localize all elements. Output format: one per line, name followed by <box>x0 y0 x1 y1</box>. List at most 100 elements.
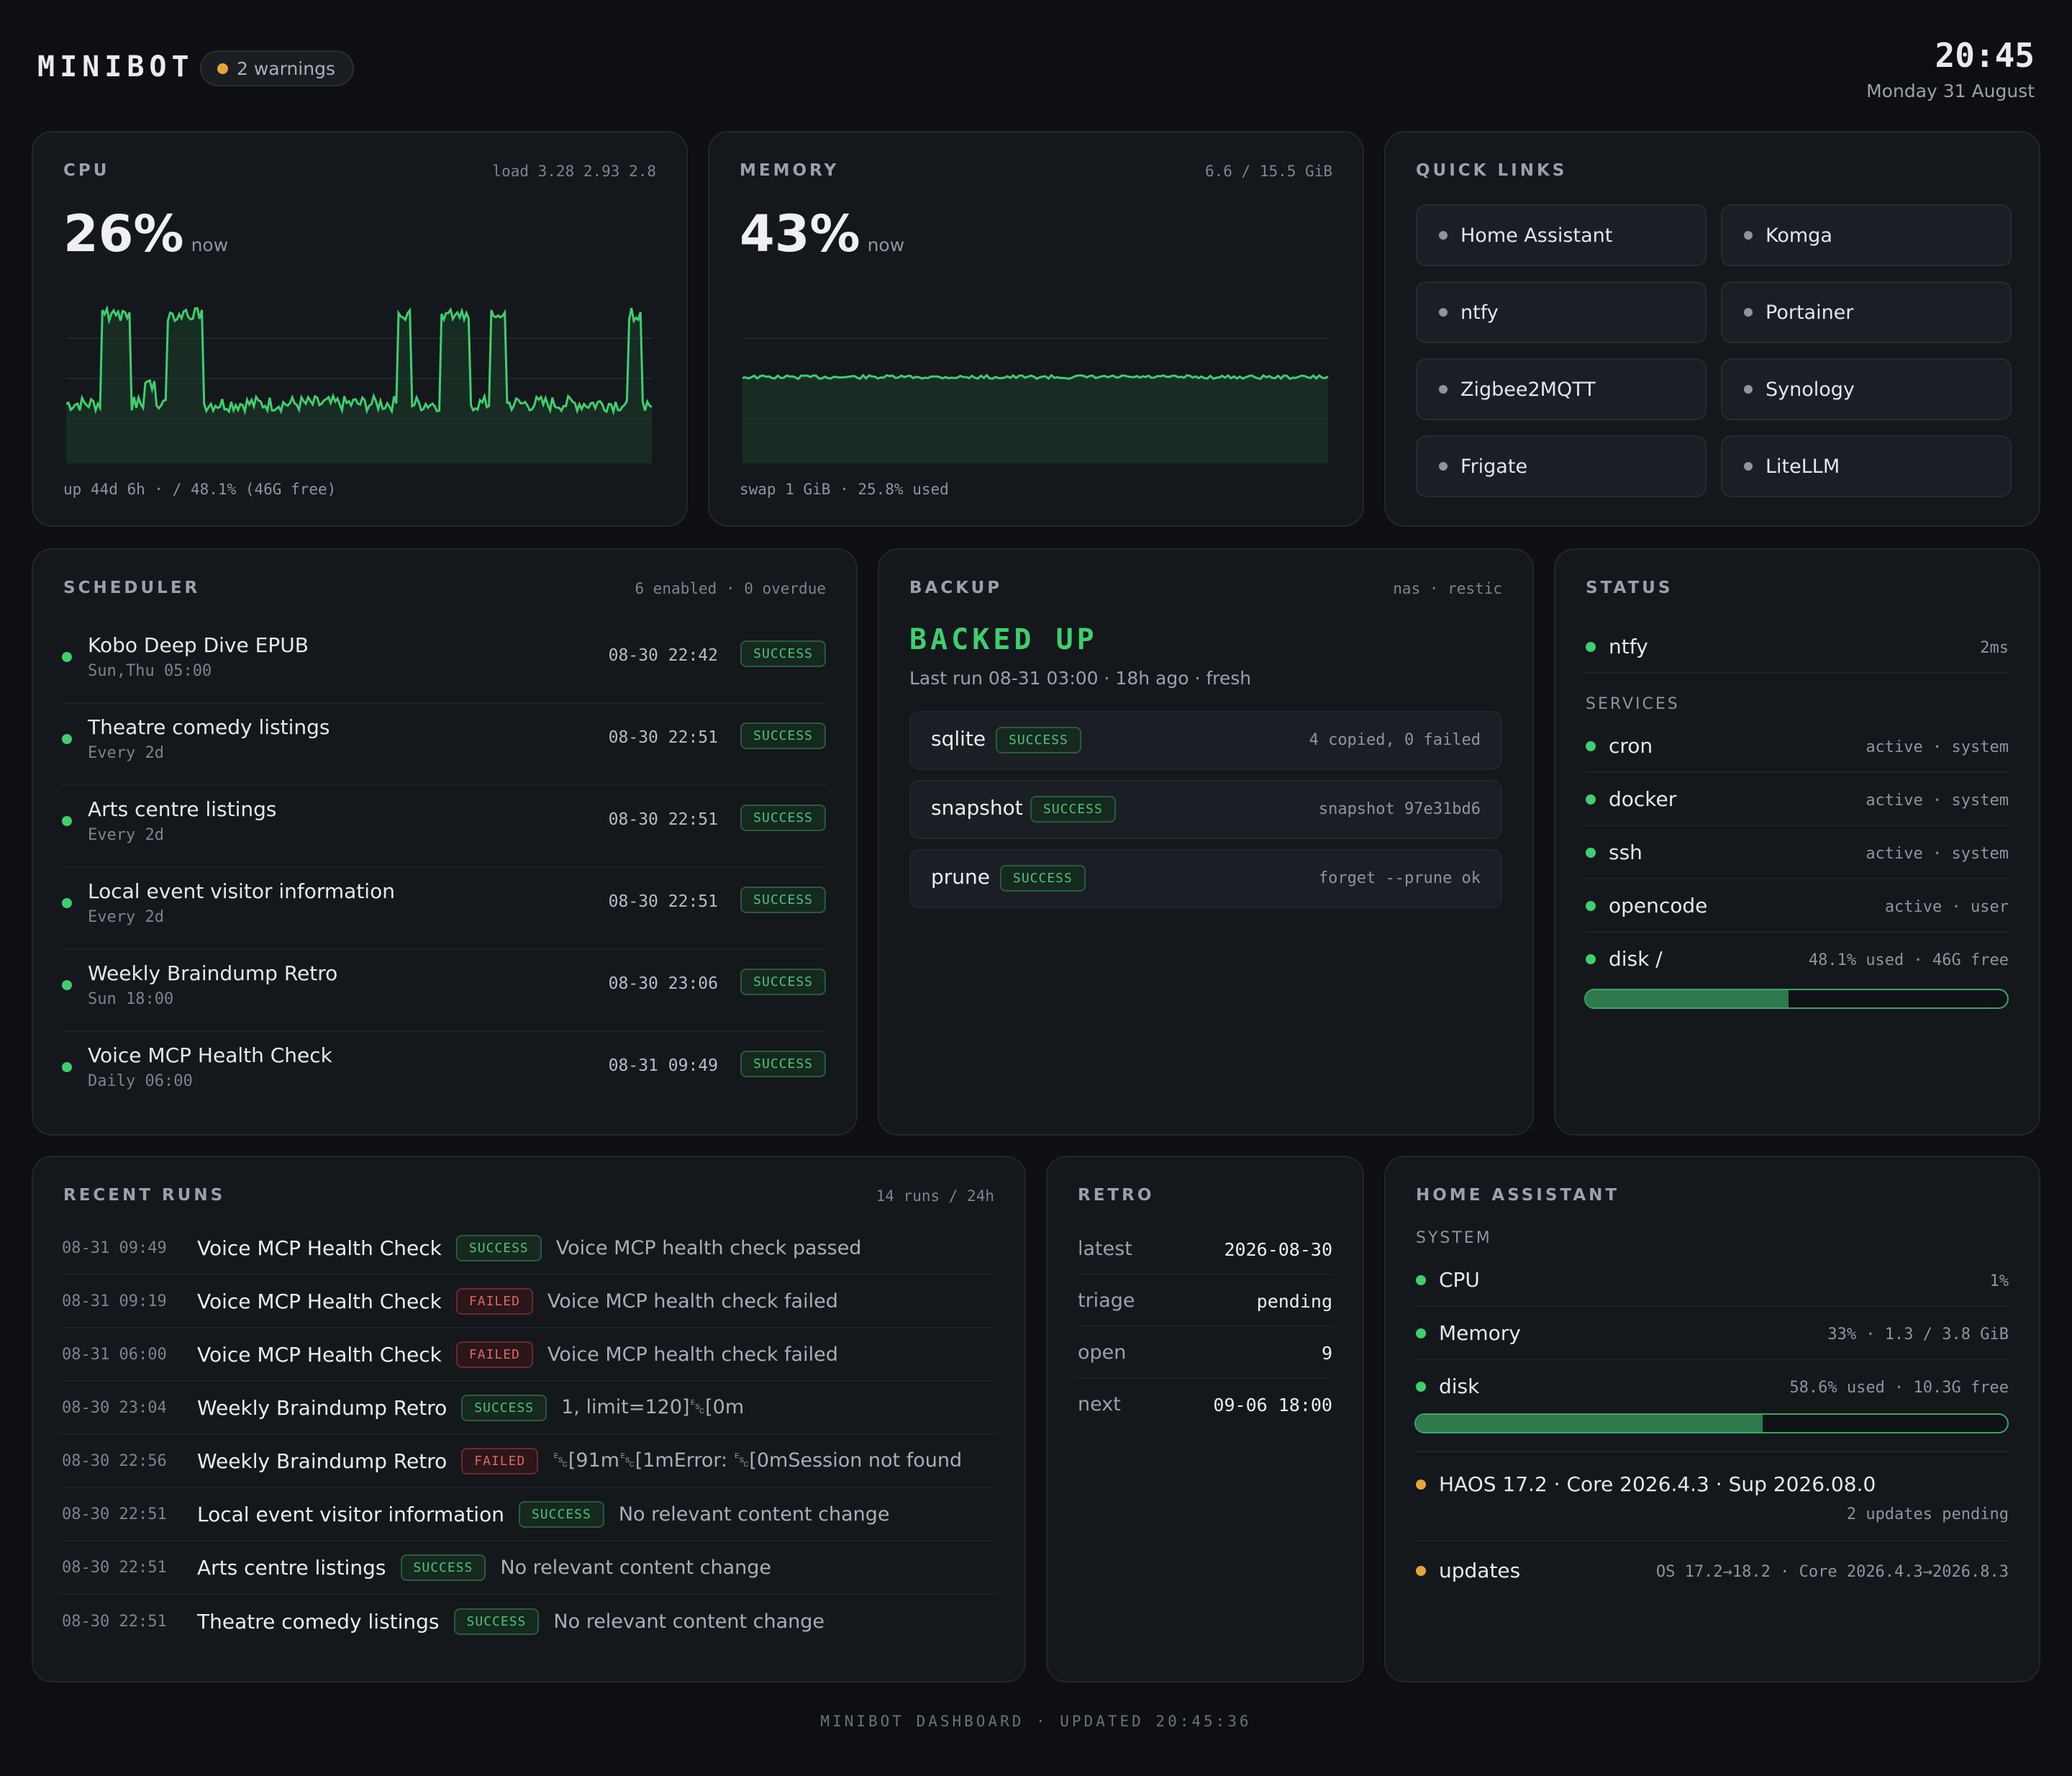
status-badge: SUCCESS <box>518 1500 604 1528</box>
warnings-badge[interactable]: 2 warnings <box>200 50 354 86</box>
memory-title: MEMORY <box>740 161 840 180</box>
divider <box>1414 1451 2009 1452</box>
run-row[interactable]: 08-30 22:51 Arts centre listings SUCCESS… <box>62 1541 994 1595</box>
quick-link-portainer[interactable]: Portainer <box>1721 281 2012 343</box>
link-dot-icon <box>1439 385 1448 394</box>
status-badge: FAILED <box>455 1287 533 1315</box>
status-dot-icon <box>1586 642 1596 652</box>
quick-link-komga[interactable]: Komga <box>1721 204 2012 266</box>
retro-value: 09-06 18:00 <box>1213 1395 1332 1415</box>
status-badge: SUCCESS <box>740 969 826 995</box>
run-time: 08-30 22:51 <box>62 1558 167 1577</box>
status-title: STATUS <box>1586 579 1673 597</box>
memory-line <box>742 373 1329 381</box>
run-row[interactable]: 08-31 09:19 Voice MCP Health Check FAILE… <box>62 1275 994 1328</box>
service-name: disk / <box>1609 947 1663 971</box>
quick-link-label: Komga <box>1766 224 1832 247</box>
status-badge: SUCCESS <box>740 1051 826 1077</box>
clock: 20:45 <box>1935 36 2035 75</box>
service-value: active · system <box>1866 738 2009 756</box>
retro-key: open <box>1078 1341 1127 1364</box>
retro-value: 2026-08-30 <box>1224 1239 1332 1260</box>
ha-metric-value: 33% · 1.3 / 3.8 GiB <box>1827 1326 2009 1344</box>
status-dot-icon <box>1416 1275 1426 1285</box>
run-name: Voice MCP Health Check <box>197 1289 442 1313</box>
status-dot-icon <box>62 980 72 990</box>
status-badge: SUCCESS <box>740 722 826 749</box>
quick-link-home-assistant[interactable]: Home Assistant <box>1416 204 1707 266</box>
scheduler-title: SCHEDULER <box>63 579 201 597</box>
run-name: Weekly Braindump Retro <box>197 1449 447 1473</box>
run-row[interactable]: 08-30 22:51 Local event visitor informat… <box>62 1488 994 1541</box>
backup-row-snapshot: snapshot SUCCESS snapshot 97e31bd6 <box>909 780 1502 839</box>
status-dot-icon <box>62 1062 72 1072</box>
ha-metric-name: CPU <box>1439 1268 1480 1292</box>
ha-updates-label: updates <box>1439 1559 1521 1582</box>
status-row-ntfy: ntfy 2ms <box>1584 620 2009 674</box>
status-badge: SUCCESS <box>400 1554 486 1581</box>
quick-link-ntfy[interactable]: ntfy <box>1416 281 1707 343</box>
run-row[interactable]: 08-31 09:49 Voice MCP Health Check SUCCE… <box>62 1222 994 1275</box>
status-badge: SUCCESS <box>740 640 826 667</box>
recent-runs-title: RECENT RUNS <box>63 1186 226 1205</box>
status-badge: FAILED <box>455 1341 533 1368</box>
service-value: active · system <box>1866 792 2009 810</box>
service-name: cron <box>1609 734 1653 758</box>
job-last-run: 08-30 23:06 <box>608 974 718 993</box>
job-name: Theatre comedy listings <box>88 715 330 739</box>
ha-updates-detail: OS 17.2→18.2 · Core 2026.4.3→2026.8.3 <box>1655 1563 2009 1581</box>
quick-link-frigate[interactable]: Frigate <box>1416 435 1707 497</box>
status-dot-icon <box>62 734 72 744</box>
backup-step-detail: forget --prune ok <box>1318 869 1481 887</box>
scheduler-row[interactable]: Weekly Braindump Retro Sun 18:00 08-30 2… <box>62 950 826 1032</box>
run-time: 08-30 22:51 <box>62 1505 167 1523</box>
backup-step-detail: 4 copied, 0 failed <box>1309 731 1481 749</box>
memory-card: MEMORY 6.6 / 15.5 GiB 43% now swap 1 GiB … <box>708 131 1364 527</box>
scheduler-row[interactable]: Theatre comedy listings Every 2d 08-30 2… <box>62 704 826 786</box>
run-row[interactable]: 08-30 22:51 Theatre comedy listings SUCC… <box>62 1595 994 1648</box>
service-row-ssh: ssh active · system <box>1584 826 2009 879</box>
quick-link-zigbee2mqtt[interactable]: Zigbee2MQTT <box>1416 358 1707 420</box>
services-label: SERVICES <box>1586 695 1680 713</box>
run-message: No relevant content change <box>618 1503 890 1526</box>
job-name: Weekly Braindump Retro <box>88 961 338 985</box>
link-dot-icon <box>1744 462 1753 471</box>
backup-row-sqlite: sqlite SUCCESS 4 copied, 0 failed <box>909 711 1502 770</box>
memory-chart <box>742 337 1329 463</box>
ha-metric-value: 1% <box>1989 1272 2009 1290</box>
run-message: Voice MCP health check failed <box>547 1290 838 1313</box>
status-badge: SUCCESS <box>740 887 826 913</box>
run-row[interactable]: 08-31 06:00 Voice MCP Health Check FAILE… <box>62 1328 994 1382</box>
backup-title: BACKUP <box>909 579 1003 597</box>
run-time: 08-30 22:51 <box>62 1612 167 1631</box>
quick-link-litellm[interactable]: LiteLLM <box>1721 435 2012 497</box>
home-assistant-title: HOME ASSISTANT <box>1416 1186 1620 1205</box>
quick-link-label: Frigate <box>1460 455 1528 478</box>
retro-row-open: open 9 <box>1078 1327 1332 1379</box>
quick-links-title: QUICK LINKS <box>1416 161 1568 180</box>
status-badge: SUCCESS <box>1030 796 1116 823</box>
scheduler-row[interactable]: Local event visitor information Every 2d… <box>62 868 826 950</box>
job-name: Local event visitor information <box>88 879 395 903</box>
job-last-run: 08-30 22:51 <box>608 810 718 829</box>
scheduler-row[interactable]: Arts centre listings Every 2d 08-30 22:5… <box>62 786 826 868</box>
backup-last-run: Last run 08-31 03:00 · 18h ago · fresh <box>909 668 1252 689</box>
quick-link-label: Zigbee2MQTT <box>1460 378 1596 401</box>
quick-link-synology[interactable]: Synology <box>1721 358 2012 420</box>
backup-step-name: snapshot <box>931 796 1023 820</box>
link-dot-icon <box>1744 231 1753 240</box>
service-row-docker: docker active · system <box>1584 773 2009 826</box>
cpu-chart <box>66 304 653 463</box>
status-badge: FAILED <box>461 1447 539 1474</box>
run-row[interactable]: 08-30 23:04 Weekly Braindump Retro SUCCE… <box>62 1382 994 1435</box>
run-time: 08-31 09:19 <box>62 1292 167 1310</box>
home-assistant-card: HOME ASSISTANT SYSTEM CPU 1% Memory 33% … <box>1384 1156 2040 1682</box>
run-row[interactable]: 08-30 22:56 Weekly Braindump Retro FAILE… <box>62 1435 994 1488</box>
scheduler-row[interactable]: Kobo Deep Dive EPUB Sun,Thu 05:00 08-30 … <box>62 622 826 704</box>
backup-row-prune: prune SUCCESS forget --prune ok <box>909 849 1502 908</box>
scheduler-row[interactable]: Voice MCP Health Check Daily 06:00 08-31… <box>62 1032 826 1114</box>
retro-row-latest: latest 2026-08-30 <box>1078 1223 1332 1275</box>
scheduler-card: SCHEDULER 6 enabled · 0 overdue Kobo Dee… <box>32 548 858 1136</box>
warning-dot-icon <box>217 63 228 74</box>
status-dot-icon <box>1586 848 1596 858</box>
